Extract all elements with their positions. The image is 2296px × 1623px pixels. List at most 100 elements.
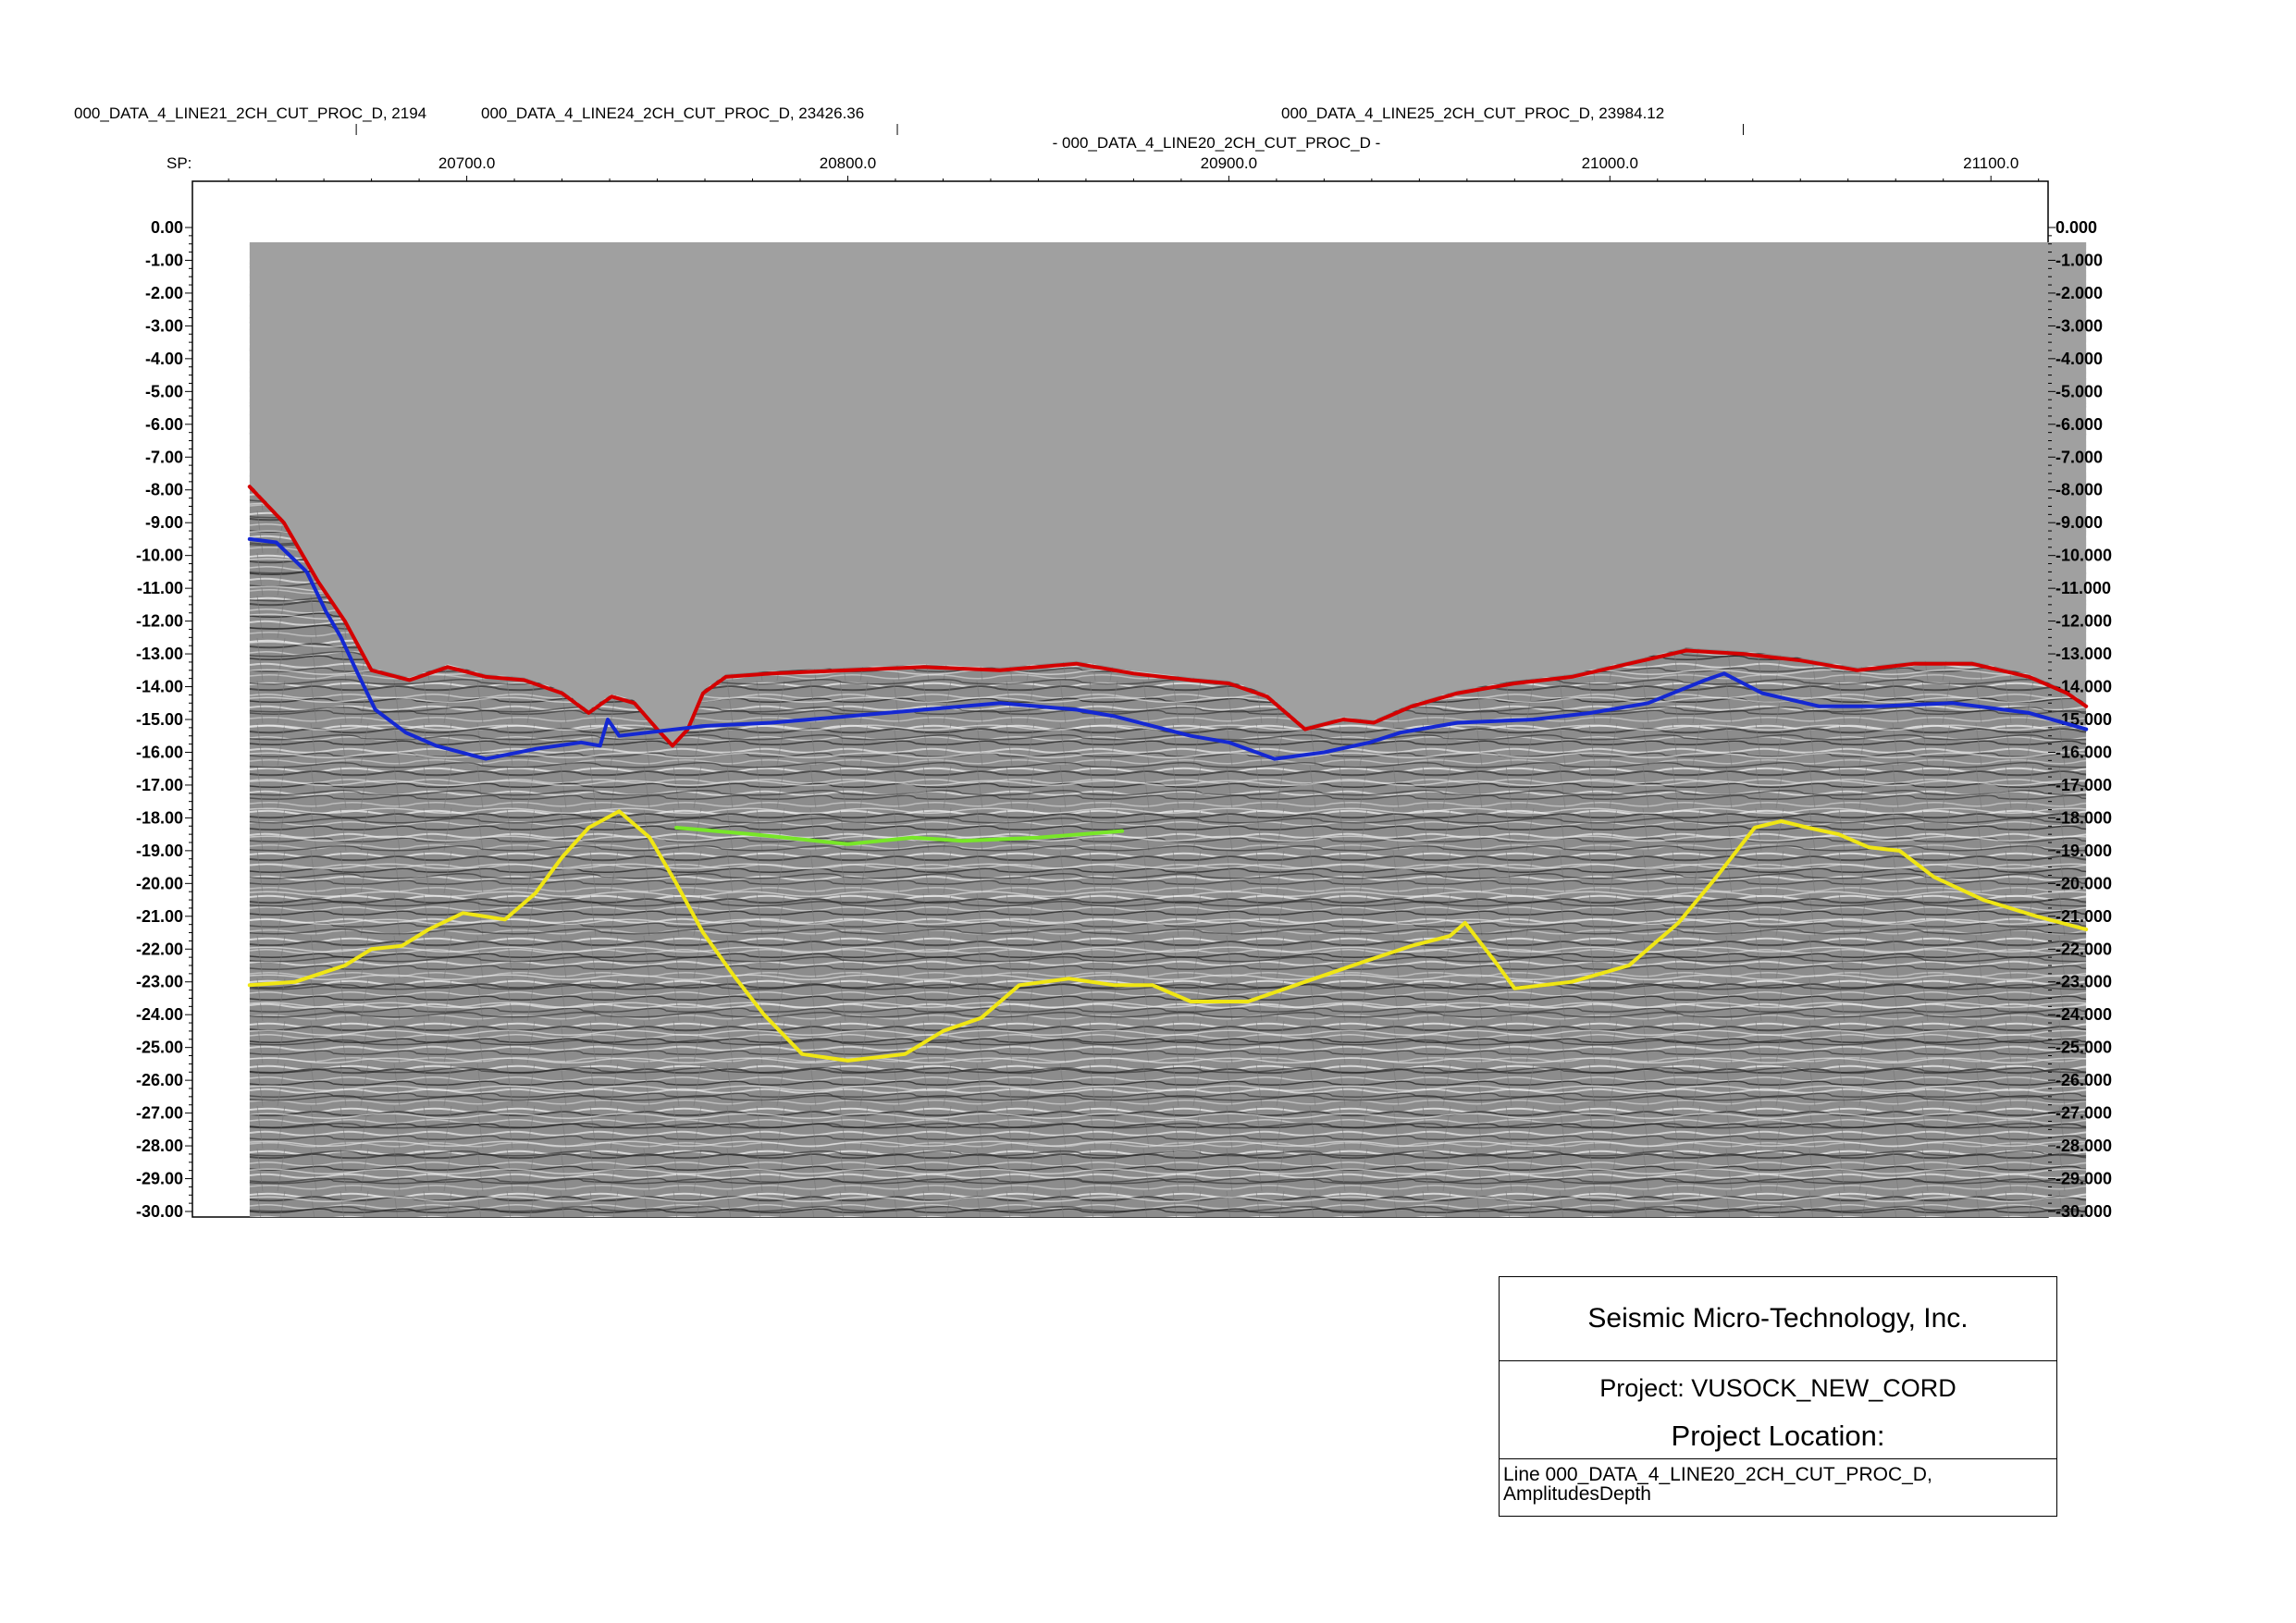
horizon-point	[2085, 729, 2087, 731]
horizon-point	[1571, 676, 1573, 678]
horizon-point	[1685, 650, 1687, 652]
horizon-point	[846, 715, 848, 717]
horizon-point	[325, 610, 327, 612]
y-tick-label-right: -2.000	[2055, 284, 2103, 302]
horizon-point	[1677, 922, 1679, 924]
y-tick-label-right: -15.000	[2055, 710, 2112, 729]
y-tick-label-left: -9.00	[145, 513, 183, 532]
horizon-point	[1837, 833, 1839, 835]
y-tick-label-left: -15.00	[136, 710, 183, 729]
y-tick-label-right: -19.000	[2055, 842, 2112, 860]
horizon-point	[1400, 732, 1401, 733]
y-tick-label-left: -6.00	[145, 415, 183, 434]
horizon-point	[846, 1060, 848, 1062]
horizon-point	[1457, 693, 1459, 695]
horizon-point	[587, 712, 589, 714]
horizon-point	[1952, 702, 1954, 704]
horizon-point	[1076, 708, 1078, 710]
horizon-point	[999, 702, 1001, 704]
horizon-point	[1037, 837, 1039, 839]
horizon-point	[961, 840, 963, 842]
horizon-point	[1373, 722, 1375, 724]
y-tick-label-left: -18.00	[136, 808, 183, 827]
y-tick-label-left: -24.00	[136, 1005, 183, 1024]
y-tick-label-left: -13.00	[136, 645, 183, 663]
horizon-point	[1513, 682, 1515, 684]
y-tick-label-left: -19.00	[136, 842, 183, 860]
x-tick-label: 20900.0	[1201, 154, 1257, 172]
horizon-point	[1304, 729, 1306, 731]
current-line-label: - 000_DATA_4_LINE20_2CH_CUT_PROC_D -	[1053, 134, 1381, 152]
horizon-lines	[247, 485, 2089, 1063]
intersection-label-line24: 000_DATA_4_LINE24_2CH_CUT_PROC_D, 23426.…	[481, 105, 864, 122]
horizon-point	[1819, 706, 1821, 707]
y-tick-label-right: -26.000	[2055, 1071, 2112, 1089]
y-tick-label-right: -4.000	[2055, 350, 2103, 368]
y-tick-label-left: -4.00	[145, 350, 183, 368]
horizon-point	[702, 693, 704, 695]
horizon-point	[580, 742, 582, 744]
horizon-point	[1114, 984, 1116, 986]
horizon-point	[249, 984, 251, 986]
horizon-point	[752, 833, 754, 835]
x-tick-label: 20700.0	[438, 154, 495, 172]
horizon-point	[1121, 830, 1123, 832]
y-tick-label-left: -14.00	[136, 678, 183, 696]
y-tick-label-right: -28.000	[2055, 1137, 2112, 1155]
horizon-point	[618, 810, 620, 812]
horizon-point	[1799, 659, 1801, 661]
y-tick-label-right: -16.000	[2055, 743, 2112, 761]
horizon-point	[904, 1053, 906, 1055]
horizon-point	[1369, 742, 1371, 744]
horizon-point	[1876, 706, 1878, 707]
y-tick-label-right: -7.000	[2055, 448, 2103, 466]
horizon-point	[1323, 751, 1325, 753]
y-tick-label-left: -20.00	[136, 874, 183, 892]
horizon-point	[427, 928, 429, 930]
y-tick-label-right: -6.000	[2055, 415, 2103, 434]
y-tick-label-right: -8.000	[2055, 481, 2103, 499]
y-tick-label-right: -27.000	[2055, 1104, 2112, 1123]
title-block: Seismic Micro-Technology, Inc. Project: …	[1499, 1276, 2057, 1517]
horizon-point	[276, 541, 278, 543]
y-tick-label-left: -26.00	[136, 1071, 183, 1089]
horizon-point	[1018, 984, 1020, 986]
horizon-point	[1457, 722, 1459, 724]
horizon-point	[2085, 706, 2087, 707]
horizon-point	[436, 744, 438, 746]
horizon-point	[1533, 719, 1535, 720]
horizon-point	[846, 843, 848, 845]
horizon-point	[1304, 981, 1306, 983]
horizon-series-0	[247, 485, 2089, 748]
y-tick-label-left: -3.00	[145, 316, 183, 335]
horizon-point	[1704, 679, 1706, 681]
horizon-point	[648, 837, 650, 839]
y-tick-label-right: -25.000	[2055, 1039, 2112, 1057]
y-tick-label-left: -21.00	[136, 907, 183, 926]
horizon-point	[618, 735, 620, 737]
y-tick-label-left: -27.00	[136, 1104, 183, 1123]
horizon-point	[1716, 876, 1718, 878]
y-tick-label-right: -18.000	[2055, 808, 2112, 827]
company-name: Seismic Micro-Technology, Inc.	[1500, 1277, 2056, 1361]
horizon-point	[1571, 981, 1573, 983]
horizon-point	[1932, 876, 1934, 878]
horizon-point	[923, 666, 925, 668]
horizon-point	[733, 975, 734, 977]
horizon-point	[702, 725, 704, 727]
horizon-point	[1274, 758, 1276, 760]
horizon-point	[1513, 988, 1515, 990]
x-axis: 20700.0 20800.0 20900.0 21000.0 21100.0	[228, 154, 2040, 181]
horizon-point	[401, 945, 403, 947]
horizon-point	[1761, 693, 1763, 695]
intersection-label-line21: 000_DATA_4_LINE21_2CH_CUT_PROC_D, 2194	[74, 105, 426, 122]
y-tick-label-right: -23.000	[2055, 973, 2112, 991]
y-tick-label-right: 0.000	[2055, 218, 2097, 237]
horizon-point	[607, 719, 609, 720]
project-name: Project: VUSOCK_NEW_CORD	[1599, 1374, 1957, 1402]
line-intersection-markers	[355, 124, 1744, 135]
project-cell: Project: VUSOCK_NEW_CORD Project Locatio…	[1500, 1361, 2056, 1459]
y-tick-label-right: -5.000	[2055, 382, 2103, 400]
y-tick-label-left: -29.00	[136, 1170, 183, 1188]
